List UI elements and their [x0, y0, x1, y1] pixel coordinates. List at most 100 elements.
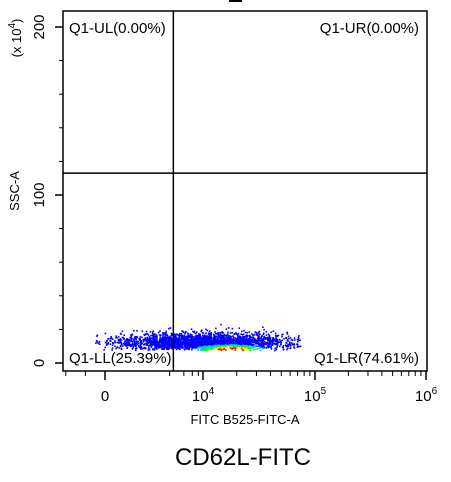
event-dot: [261, 347, 264, 350]
event-dot: [194, 342, 196, 344]
event-dot: [130, 338, 133, 340]
event-dot: [294, 339, 296, 341]
event-dot: [146, 337, 149, 340]
event-dot: [212, 337, 214, 339]
event-dot: [163, 346, 165, 348]
event-dot: [127, 339, 129, 342]
event-dot: [236, 337, 238, 340]
event-dot: [265, 347, 267, 349]
event-dot: [147, 347, 150, 350]
event-dot: [135, 347, 138, 349]
event-dot: [135, 338, 138, 341]
event-dot: [296, 338, 299, 341]
event-dot: [262, 333, 265, 335]
event-dot: [247, 337, 250, 340]
event-dot: [170, 332, 173, 335]
event-dot: [249, 341, 251, 344]
event-dot: [131, 333, 134, 336]
event-dot: [145, 330, 148, 333]
event-dot: [184, 331, 187, 334]
event-dot: [116, 337, 118, 339]
event-dot: [249, 335, 251, 338]
event-dot: [281, 335, 283, 338]
event-dot: [123, 338, 125, 340]
event-dot: [156, 342, 158, 345]
event-dot: [195, 335, 197, 338]
event-dot: [204, 347, 206, 349]
event-dot: [233, 333, 235, 336]
event-dot: [210, 331, 212, 334]
event-dot: [224, 334, 226, 337]
event-dot: [280, 341, 282, 344]
event-dot: [241, 330, 243, 333]
event-dot: [145, 333, 147, 336]
event-dot: [201, 346, 203, 348]
event-dot: [152, 335, 154, 337]
event-dot: [159, 344, 162, 347]
event-dot: [191, 334, 193, 336]
event-dot: [195, 331, 198, 333]
event-dot: [269, 336, 271, 339]
event-dot: [114, 340, 116, 342]
event-dot: [207, 343, 209, 346]
event-dot: [274, 343, 277, 346]
event-dot: [174, 340, 176, 343]
event-dot: [98, 341, 101, 343]
event-dot: [118, 338, 121, 341]
event-dot: [220, 349, 223, 351]
event-dot: [248, 335, 250, 337]
event-dot: [96, 335, 98, 337]
event-dot: [276, 339, 279, 341]
event-dot: [257, 341, 259, 343]
event-dot: [164, 337, 166, 339]
event-dot: [155, 338, 157, 340]
event-dot: [154, 343, 157, 346]
event-dot: [109, 340, 112, 342]
event-dot: [263, 337, 265, 339]
event-dot: [123, 334, 125, 336]
event-dot: [235, 342, 238, 345]
event-dot: [139, 339, 141, 341]
event-dot: [250, 344, 252, 347]
event-dot: [155, 345, 158, 348]
event-dot: [139, 342, 141, 345]
x-tick-label: 105: [304, 386, 327, 405]
event-dot: [268, 334, 271, 337]
event-dot: [149, 331, 152, 333]
event-dot: [298, 345, 300, 348]
event-dot: [164, 338, 167, 340]
event-dot: [126, 347, 129, 349]
event-dot: [202, 349, 204, 352]
event-dot: [262, 339, 265, 342]
event-dot: [168, 344, 170, 346]
event-dot: [249, 347, 251, 350]
event-dot: [105, 344, 108, 346]
event-dot: [209, 333, 211, 335]
event-dot: [166, 341, 168, 344]
event-dot: [254, 341, 257, 344]
event-dot: [136, 330, 138, 332]
event-dot: [146, 344, 148, 346]
event-dot: [221, 347, 224, 350]
event-dot: [168, 343, 170, 345]
event-dot: [120, 339, 123, 341]
event-dot: [235, 340, 238, 342]
event-dot: [225, 347, 228, 349]
event-dot: [291, 342, 293, 344]
event-dot: [160, 342, 163, 344]
event-dot: [175, 336, 178, 339]
event-dot: [244, 343, 246, 345]
event-dot: [250, 345, 253, 348]
event-dot: [174, 337, 177, 340]
event-dot: [293, 346, 295, 348]
event-dot: [243, 348, 245, 351]
event-dot: [250, 338, 253, 341]
event-dot: [129, 340, 132, 342]
event-dot: [280, 343, 282, 346]
event-dot: [253, 349, 255, 351]
event-dot: [242, 345, 244, 347]
event-dot: [180, 347, 183, 349]
event-dot: [95, 339, 98, 342]
event-dot: [137, 342, 139, 344]
event-dot: [190, 328, 193, 330]
